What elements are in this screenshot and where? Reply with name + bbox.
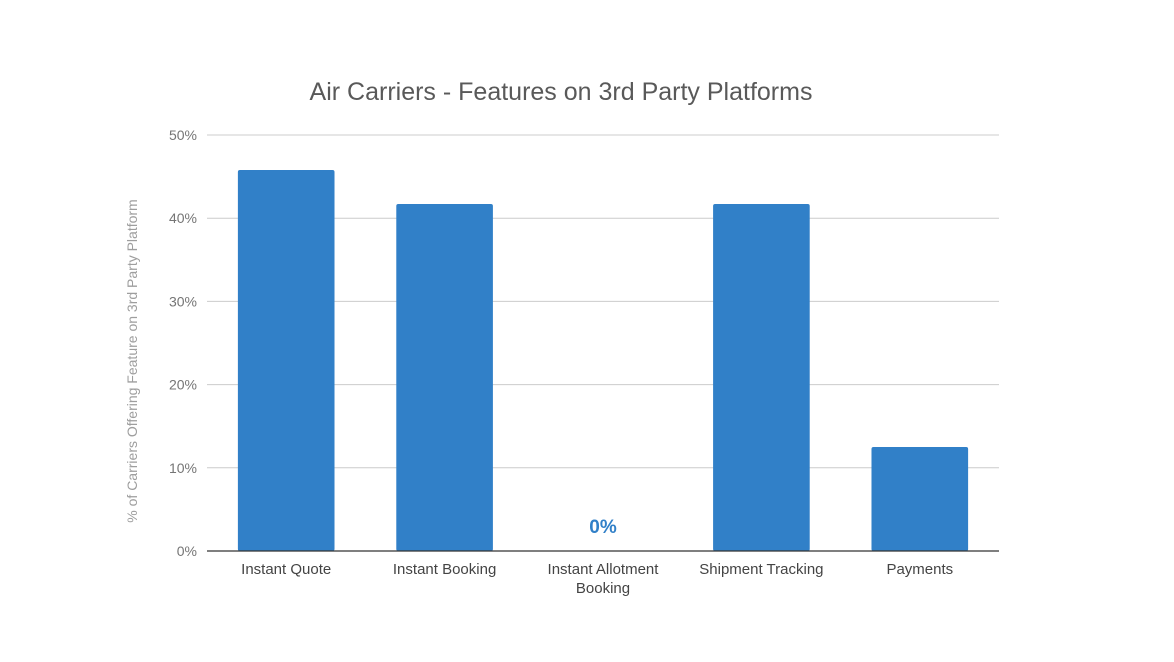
bars [237, 169, 969, 551]
x-tick-label: Instant Booking [393, 561, 496, 578]
y-tick-label: 20% [169, 377, 197, 393]
bar [871, 447, 969, 551]
x-tick-label: Instant Quote [241, 561, 331, 578]
y-tick-label: 30% [169, 293, 197, 309]
x-tick-label: Shipment Tracking [699, 561, 823, 578]
y-tick-label: 40% [169, 210, 197, 226]
x-tick-label: Payments [886, 561, 953, 578]
bar [396, 204, 493, 551]
gridlines [207, 134, 999, 469]
bar [713, 204, 810, 551]
bar [237, 169, 335, 551]
y-tick-label: 10% [169, 460, 197, 476]
y-axis-label: % of Carriers Offering Feature on 3rd Pa… [124, 199, 140, 522]
x-tick-label: Instant Allotment [548, 561, 660, 578]
y-tick-label: 50% [169, 127, 197, 143]
chart-title: Air Carriers - Features on 3rd Party Pla… [310, 78, 813, 106]
x-tick-label: Booking [576, 580, 630, 597]
y-tick-label: 0% [177, 543, 197, 559]
data-label: 0% [589, 517, 617, 538]
labels: 0% 10% 20% 30% 40% 50% Instant Quote Instant Bo… [169, 127, 953, 597]
